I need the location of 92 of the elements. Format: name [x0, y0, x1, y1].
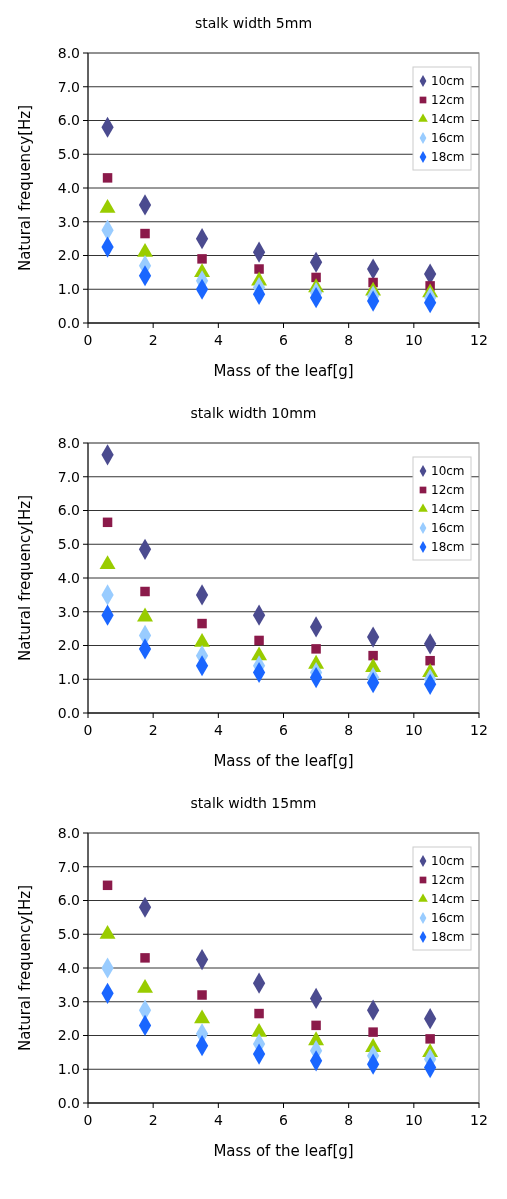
point: [102, 880, 113, 891]
chart-title: stalk width 15mm: [190, 795, 317, 811]
legend-label: 18cm: [431, 930, 465, 945]
y-tick-label: 7.0: [57, 468, 80, 485]
y-tick-label: 5.0: [57, 146, 80, 163]
point: [102, 173, 113, 183]
x-tick-label: 10: [404, 1112, 423, 1128]
legend-label: 16cm: [431, 521, 465, 536]
point: [102, 517, 113, 528]
y-tick-label: 3.0: [57, 213, 80, 230]
y-tick-label: 6.0: [57, 112, 80, 129]
y-tick-label: 7.0: [57, 858, 80, 875]
x-tick-label: 4: [213, 1112, 223, 1128]
x-tick-label: 2: [148, 332, 158, 348]
x-tick-label: 0: [83, 722, 93, 738]
x-tick-label: 10: [404, 332, 423, 348]
x-tick-label: 0: [83, 332, 93, 348]
y-tick-label: 4.0: [57, 959, 80, 976]
y-tick-label: 4.0: [57, 179, 80, 196]
x-tick-label: 12: [470, 332, 488, 348]
point: [254, 264, 264, 274]
y-tick-label: 3.0: [57, 603, 80, 620]
legend-label: 14cm: [431, 892, 465, 907]
x-tick-label: 2: [148, 1112, 158, 1128]
y-tick-label: 2.0: [57, 247, 80, 264]
x-axis-title: Mass of the leaf[g]: [213, 752, 354, 770]
legend-label: 18cm: [431, 540, 465, 555]
legend-label: 12cm: [431, 873, 465, 888]
x-tick-label: 10: [404, 722, 423, 738]
x-tick-label: 6: [279, 332, 289, 348]
point: [197, 254, 207, 264]
y-tick-label: 0.0: [57, 704, 80, 721]
legend-label: 16cm: [431, 911, 465, 926]
x-tick-label: 12: [470, 1112, 488, 1128]
point: [197, 618, 207, 629]
y-tick-label: 1.0: [57, 671, 80, 688]
point: [311, 644, 321, 654]
y-tick-label: 2.0: [57, 1027, 80, 1044]
legend-label: 14cm: [431, 502, 465, 517]
y-tick-label: 0.0: [57, 314, 80, 331]
y-tick-label: 7.0: [57, 78, 80, 95]
x-tick-label: 0: [83, 1112, 93, 1128]
y-tick-label: 6.0: [57, 892, 80, 909]
x-tick-label: 6: [279, 1112, 289, 1128]
chart-title: stalk width 10mm: [190, 405, 317, 421]
y-tick-label: 1.0: [57, 281, 80, 298]
x-tick-label: 8: [344, 1112, 354, 1128]
point: [368, 650, 378, 661]
x-axis-title: Mass of the leaf[g]: [213, 362, 354, 380]
point: [368, 1027, 378, 1037]
legend-label: 12cm: [431, 93, 465, 108]
y-tick-label: 8.0: [57, 434, 80, 451]
y-tick-label: 1.0: [57, 1061, 80, 1078]
x-tick-label: 6: [279, 722, 289, 738]
y-axis-title: Natural frequency[Hz]: [16, 884, 34, 1052]
legend-label: 16cm: [431, 131, 465, 146]
point: [140, 228, 150, 239]
y-tick-label: 2.0: [57, 637, 80, 654]
x-tick-label: 8: [344, 722, 354, 738]
legend-label: 18cm: [431, 150, 465, 165]
x-tick-label: 12: [470, 722, 488, 738]
legend-label: 12cm: [431, 483, 465, 498]
y-tick-label: 6.0: [57, 502, 80, 519]
y-tick-label: 4.0: [57, 569, 80, 586]
point: [425, 655, 435, 666]
chart-title: stalk width 5mm: [194, 15, 313, 31]
point: [254, 1008, 264, 1019]
point: [140, 953, 150, 963]
y-tick-label: 8.0: [57, 824, 80, 841]
legend-label: 10cm: [431, 464, 465, 479]
x-tick-label: 2: [148, 722, 158, 738]
y-tick-label: 5.0: [57, 536, 80, 553]
point: [99, 555, 116, 570]
x-tick-label: 8: [344, 332, 354, 348]
point: [425, 1034, 435, 1044]
legend-label: 10cm: [431, 74, 465, 89]
point: [197, 990, 207, 1000]
legend-label: 10cm: [431, 854, 465, 869]
y-tick-label: 3.0: [57, 993, 80, 1010]
y-axis-title: Natural frequency[Hz]: [16, 494, 34, 662]
point: [311, 272, 321, 283]
point: [140, 586, 150, 597]
x-axis-title: Mass of the leaf[g]: [213, 1142, 354, 1160]
y-tick-label: 5.0: [57, 926, 80, 943]
x-tick-label: 4: [213, 722, 223, 738]
y-axis-title: Natural frequency[Hz]: [16, 104, 34, 272]
point: [254, 635, 264, 646]
y-tick-label: 0.0: [57, 1094, 80, 1111]
point: [311, 1020, 321, 1031]
y-tick-label: 8.0: [57, 44, 80, 61]
legend-label: 14cm: [431, 112, 465, 127]
x-tick-label: 4: [213, 332, 223, 348]
